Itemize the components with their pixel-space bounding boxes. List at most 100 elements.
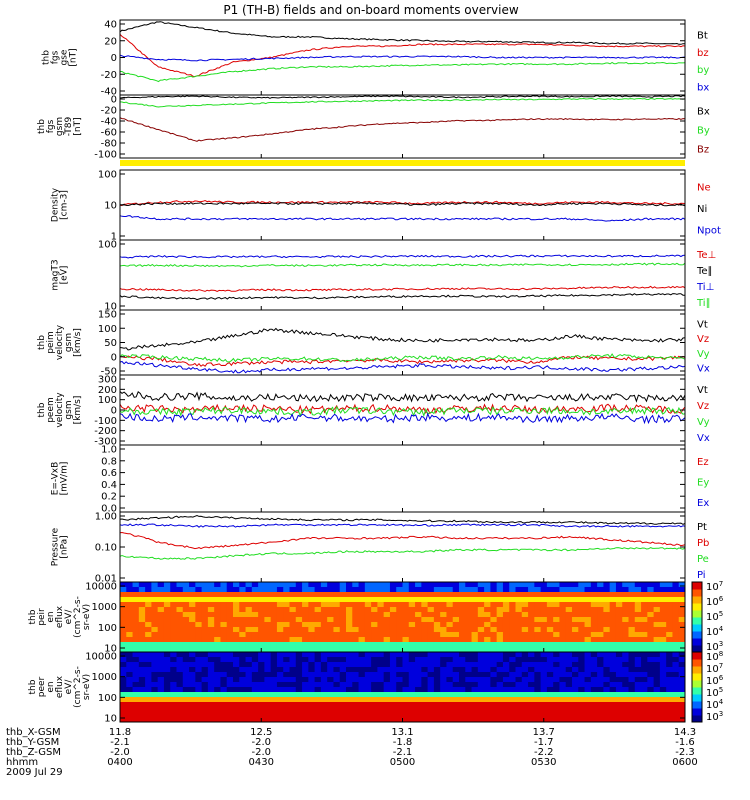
heatmap-cell: [653, 597, 661, 603]
heatmap-cell: [603, 692, 611, 698]
heatmap-cell: [402, 647, 410, 653]
heatmap-cell: [515, 672, 523, 678]
heatmap-cell: [653, 622, 661, 628]
heatmap-cell: [659, 707, 667, 713]
heatmap-cell: [584, 672, 592, 678]
heatmap-cell: [603, 667, 611, 673]
heatmap-cell: [484, 672, 491, 678]
heatmap-cell: [239, 717, 247, 723]
heatmap-cell: [339, 627, 347, 633]
heatmap-cell: [276, 657, 284, 663]
heatmap-cell: [396, 592, 403, 598]
heatmap-cell: [634, 667, 642, 673]
heatmap-cell: [672, 627, 680, 633]
heatmap-cell: [408, 587, 416, 593]
footer-row-label: 2009 Jul 29: [6, 767, 63, 778]
heatmap-cell: [245, 592, 253, 598]
heatmap-cell: [471, 687, 479, 693]
heatmap-cell: [302, 697, 309, 703]
heatmap-cell: [597, 637, 604, 643]
heatmap-cell: [509, 627, 516, 633]
heatmap-cell: [239, 667, 247, 673]
heatmap-cell: [678, 617, 686, 623]
heatmap-cell: [471, 707, 479, 713]
heatmap-cell: [358, 697, 366, 703]
heatmap-cell: [572, 637, 579, 643]
heatmap-cell: [515, 657, 523, 663]
heatmap-cell: [276, 597, 284, 603]
heatmap-cell: [402, 592, 410, 598]
y-tick-label: 10: [104, 644, 117, 655]
heatmap-cell: [496, 682, 504, 688]
y-tick-label: -60: [101, 128, 117, 139]
heatmap-cell: [440, 632, 447, 638]
heatmap-cell: [151, 672, 159, 678]
heatmap-cell: [195, 657, 203, 663]
series-line-vy: [119, 353, 686, 363]
heatmap-cell: [339, 612, 347, 618]
heatmap-cell: [415, 582, 422, 588]
heatmap-cell: [666, 587, 673, 593]
heatmap-cell: [471, 592, 479, 598]
heatmap-cell: [427, 637, 435, 643]
heatmap-cell: [634, 632, 642, 638]
y-axis-label-line: E=-VxB: [51, 462, 61, 496]
heatmap-cell: [182, 612, 190, 618]
heatmap-cell: [201, 682, 209, 688]
heatmap-cell: [383, 642, 391, 648]
heatmap-cell: [214, 597, 221, 603]
heatmap-cell: [408, 682, 416, 688]
heatmap-cell: [245, 612, 253, 618]
heatmap-cell: [201, 717, 209, 723]
heatmap-cell: [459, 702, 466, 708]
heatmap-cell: [672, 607, 680, 613]
heatmap-cell: [452, 642, 460, 648]
heatmap-cell: [163, 652, 171, 658]
heatmap-cell: [603, 602, 611, 608]
heatmap-cell: [333, 667, 341, 673]
heatmap-cell: [270, 622, 278, 628]
heatmap-cell: [346, 697, 353, 703]
heatmap-cell: [603, 587, 611, 593]
heatmap-cell: [515, 637, 523, 643]
heatmap-cell: [603, 657, 611, 663]
heatmap-cell: [339, 672, 347, 678]
heatmap-cell: [226, 642, 234, 648]
heatmap-cell: [540, 592, 548, 598]
heatmap-cell: [402, 597, 410, 603]
heatmap-cell: [615, 667, 623, 673]
heatmap-cell: [496, 622, 504, 628]
heatmap-cell: [358, 712, 366, 718]
heatmap-cell: [352, 682, 360, 688]
heatmap-cell: [264, 707, 272, 713]
heatmap-cell: [120, 597, 127, 603]
heatmap-cell: [276, 662, 284, 668]
heatmap-cell: [641, 652, 648, 658]
heatmap-cell: [333, 712, 341, 718]
heatmap-cell: [358, 717, 366, 723]
heatmap-cell: [264, 677, 272, 683]
legend-label: Ne: [697, 183, 711, 194]
y-tick-label: 0: [111, 406, 117, 417]
heatmap-cell: [120, 717, 127, 723]
heatmap-cell: [502, 662, 510, 668]
heatmap-cell: [540, 652, 548, 658]
heatmap-cell: [609, 672, 617, 678]
heatmap-cell: [433, 697, 441, 703]
heatmap-cell: [339, 597, 347, 603]
heatmap-cell: [496, 632, 504, 638]
heatmap-cell: [484, 607, 491, 613]
heatmap-cell: [440, 677, 447, 683]
heatmap-cell: [371, 677, 378, 683]
heatmap-cell: [377, 642, 385, 648]
heatmap-cell: [471, 717, 479, 723]
heatmap-cell: [352, 647, 360, 653]
heatmap-cell: [515, 682, 523, 688]
heatmap-cell: [276, 592, 284, 598]
heatmap-cell: [339, 582, 347, 588]
heatmap-cell: [396, 702, 403, 708]
heatmap-cell: [389, 667, 397, 673]
heatmap-cell: [201, 702, 209, 708]
heatmap-cell: [609, 592, 617, 598]
heatmap-cell: [672, 632, 680, 638]
